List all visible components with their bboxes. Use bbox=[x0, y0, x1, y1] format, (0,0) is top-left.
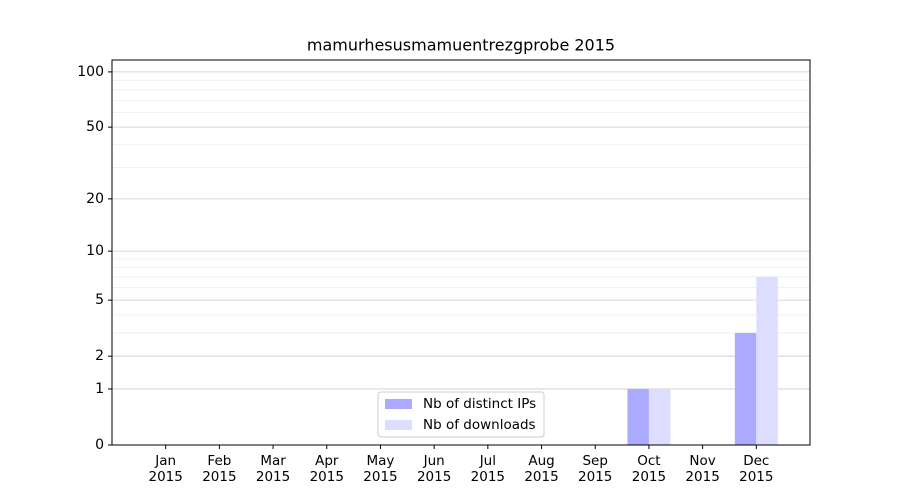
x-tick-label: Nov 2015 bbox=[685, 453, 720, 485]
y-tick-label: 50 bbox=[86, 119, 104, 135]
y-tick-label: 1 bbox=[95, 381, 104, 397]
y-tick-label: 100 bbox=[77, 64, 104, 80]
bar bbox=[648, 388, 671, 445]
y-tick-label: 20 bbox=[86, 191, 104, 207]
legend-swatch bbox=[385, 399, 412, 409]
legend-label: Nb of distinct IPs bbox=[423, 396, 536, 412]
legend-label: Nb of downloads bbox=[423, 417, 536, 433]
chart-title: mamurhesusmamuentrezgprobe 2015 bbox=[307, 36, 615, 55]
x-tick-label: Jul 2015 bbox=[470, 453, 506, 485]
axes-frame bbox=[111, 59, 811, 446]
x-tick-label: Dec 2015 bbox=[739, 453, 774, 485]
x-tick-label: Jan 2015 bbox=[148, 453, 183, 485]
bar bbox=[756, 276, 778, 445]
x-tick-label: Apr 2015 bbox=[309, 453, 344, 485]
x-tick-label: Aug 2015 bbox=[524, 453, 559, 485]
x-tick-label: Feb 2015 bbox=[202, 453, 237, 485]
legend: Nb of distinct IPs Nb of downloads bbox=[377, 391, 545, 438]
legend-swatch bbox=[385, 420, 412, 430]
bar bbox=[734, 332, 757, 445]
x-tick-label: May 2015 bbox=[363, 453, 398, 485]
x-tick-label: Sep 2015 bbox=[578, 453, 613, 485]
x-tick-label: Jun 2015 bbox=[416, 453, 452, 485]
y-tick-label: 0 bbox=[95, 437, 104, 453]
y-tick-label: 5 bbox=[95, 292, 104, 308]
bar bbox=[627, 388, 649, 445]
y-tick-label: 2 bbox=[95, 348, 104, 364]
x-tick-label: Mar 2015 bbox=[255, 453, 291, 485]
x-tick-label: Oct 2015 bbox=[631, 453, 667, 485]
legend-box bbox=[377, 391, 545, 438]
y-tick-label: 10 bbox=[86, 243, 104, 259]
